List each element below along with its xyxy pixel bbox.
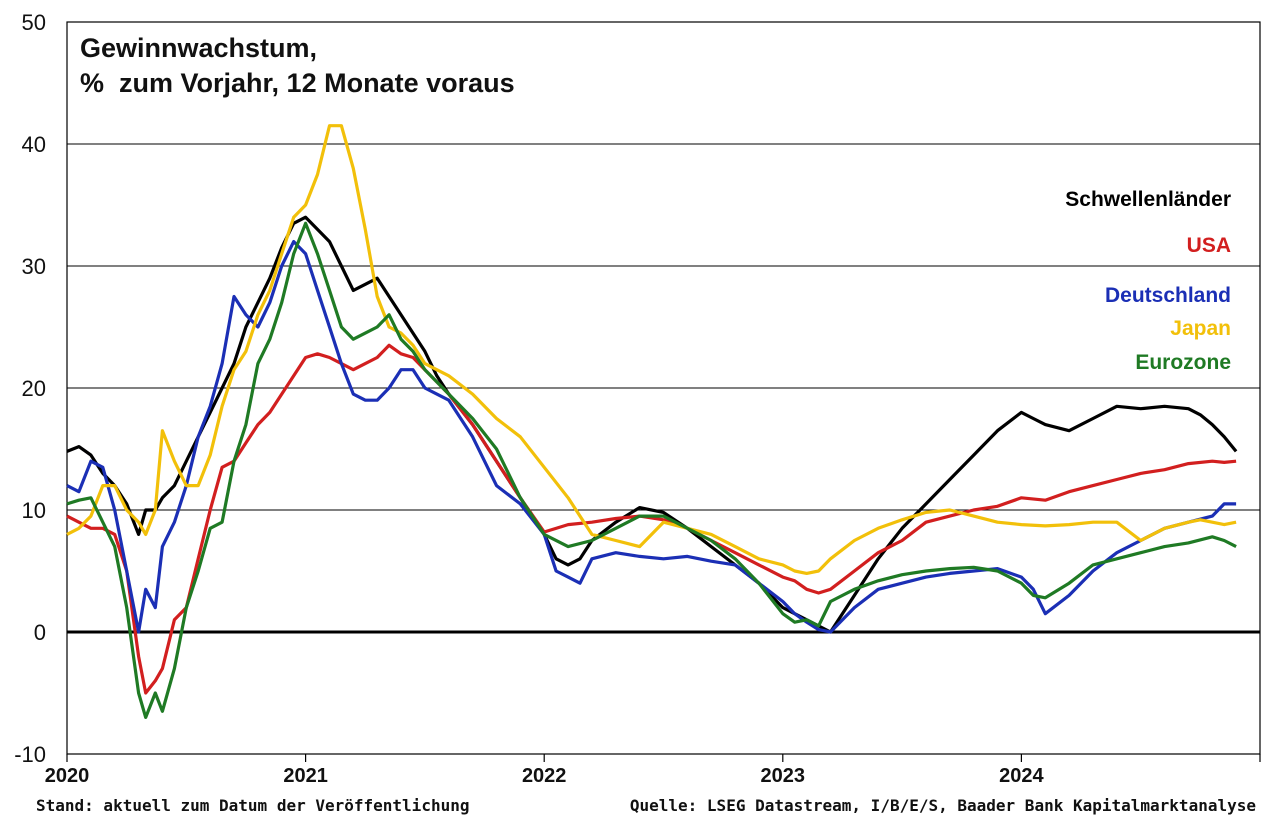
series-lines bbox=[66, 124, 1238, 719]
legend-entry: Eurozone bbox=[1135, 351, 1231, 374]
series-line-deutschland bbox=[66, 240, 1237, 634]
legend-entry: Japan bbox=[1170, 317, 1231, 340]
legend-entry: Deutschland bbox=[1105, 284, 1231, 307]
legend: Schwellenländer USA Deutschland Japan Eurozo… bbox=[1065, 188, 1231, 374]
y-tick-label: 30 bbox=[22, 254, 46, 279]
chart-title: Gewinnwachstum, bbox=[80, 33, 317, 63]
y-tick-label: 0 bbox=[34, 620, 46, 645]
grid-lines bbox=[67, 143, 1260, 511]
x-tick-label: 2022 bbox=[522, 765, 567, 787]
series-line-japan bbox=[66, 124, 1237, 575]
chart-subtitle: % zum Vorjahr, 12 Monate voraus bbox=[80, 68, 515, 98]
footer-source-date: Stand: aktuell zum Datum der Veröffentli… bbox=[36, 796, 470, 815]
x-tick-label: 2021 bbox=[283, 765, 328, 787]
series-line-eurozone bbox=[66, 221, 1237, 719]
x-tick-label: 2020 bbox=[45, 765, 90, 787]
y-tick-label: -10 bbox=[14, 742, 46, 767]
y-tick-label: 20 bbox=[22, 376, 46, 401]
series-line-usa bbox=[66, 343, 1237, 695]
legend-entry: Schwellenländer bbox=[1065, 188, 1231, 211]
x-tick-label: 2023 bbox=[761, 765, 806, 787]
footer-source: Quelle: LSEG Datastream, I/B/E/S, Baader… bbox=[629, 796, 1256, 815]
y-tick-label: 50 bbox=[22, 10, 46, 35]
x-tick-label: 2024 bbox=[999, 765, 1044, 787]
legend-entry: USA bbox=[1187, 234, 1231, 257]
axes: -10 0 10 20 30 40 50 2020 2021 2022 2023 2024 bbox=[14, 10, 1261, 787]
y-tick-label: 10 bbox=[22, 498, 46, 523]
y-tick-label: 40 bbox=[22, 132, 46, 157]
